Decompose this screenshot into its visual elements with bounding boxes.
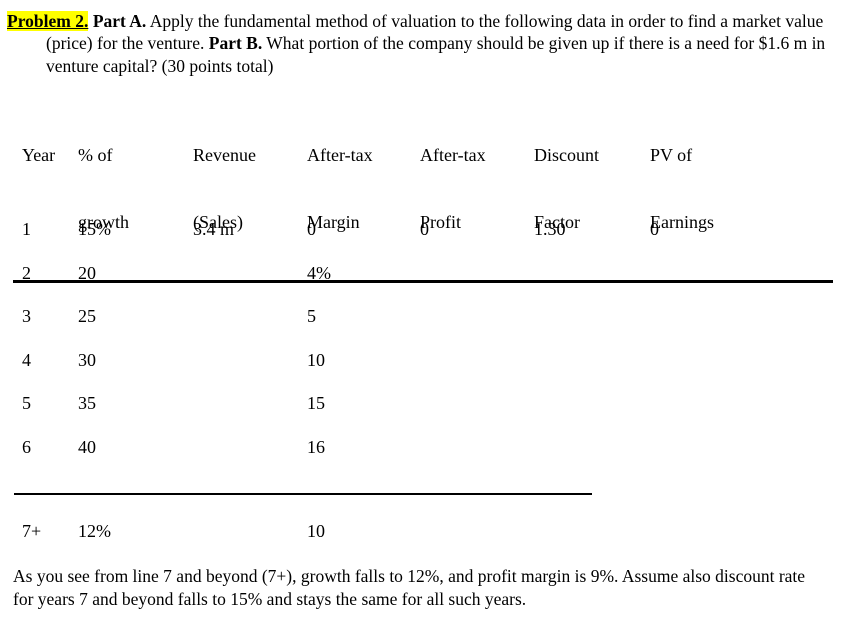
cell-profit bbox=[420, 393, 534, 437]
cell-profit bbox=[420, 263, 534, 307]
col-header-line2: Factor bbox=[534, 212, 580, 233]
cell-year: 7+ bbox=[22, 521, 42, 541]
cell-discount bbox=[534, 393, 650, 437]
col-header-revenue: Revenue (Sales) bbox=[193, 99, 307, 278]
cell-pv bbox=[650, 350, 833, 394]
col-header-line2: (Sales) bbox=[193, 212, 243, 233]
table-row-year-5: 5 35 15 bbox=[13, 393, 833, 437]
cell-profit bbox=[420, 521, 534, 541]
cell-revenue bbox=[193, 306, 307, 350]
cell-margin: 4% bbox=[307, 262, 331, 283]
col-header-line2: growth bbox=[78, 212, 129, 233]
part-a-text: Apply the fundamental method of valuatio… bbox=[46, 11, 824, 54]
col-header-line2: Profit bbox=[420, 212, 462, 233]
cell-margin: 10 bbox=[307, 521, 325, 541]
cell-margin: 10 bbox=[307, 349, 325, 370]
col-header-growth: % of growth bbox=[78, 99, 193, 278]
table-row-year-1: 1 15% 3.4 m 0 0 1.30 0 bbox=[13, 219, 833, 263]
col-header-discount-factor: Discount Factor bbox=[534, 99, 650, 278]
cell-discount bbox=[534, 437, 650, 481]
cell-pv bbox=[650, 521, 833, 541]
col-header-year: Year bbox=[13, 99, 78, 278]
cell-revenue: 3.4 m bbox=[193, 219, 235, 239]
cell-profit: 0 bbox=[420, 219, 429, 239]
cell-year: 3 bbox=[22, 306, 31, 327]
cell-profit bbox=[420, 350, 534, 394]
col-header-after-tax-profit: After-tax Profit bbox=[420, 99, 534, 278]
cell-pv bbox=[650, 437, 833, 481]
col-header-line2: Earnings bbox=[650, 212, 714, 233]
cell-discount bbox=[534, 263, 650, 307]
col-header-pv-earnings: PV of Earnings bbox=[650, 99, 833, 278]
col-header-line1: Revenue bbox=[193, 144, 256, 165]
col-header-after-tax-margin: After-tax Margin bbox=[307, 99, 420, 278]
cell-pv: 0 bbox=[650, 219, 659, 239]
cell-growth: 20 bbox=[78, 262, 96, 283]
cell-margin: 0 bbox=[307, 219, 316, 239]
cell-year: 5 bbox=[22, 393, 31, 414]
cell-discount: 1.30 bbox=[534, 219, 566, 239]
cell-margin: 16 bbox=[307, 436, 325, 457]
cell-growth: 15% bbox=[78, 219, 111, 239]
cell-year: 1 bbox=[22, 219, 31, 239]
table-row-year-2: 2 20 4% bbox=[13, 263, 833, 307]
cell-year: 4 bbox=[22, 349, 31, 370]
cell-growth: 35 bbox=[78, 393, 96, 414]
table-divider-line bbox=[14, 493, 592, 495]
part-b-text: What portion of the company should be gi… bbox=[46, 33, 826, 76]
cell-year: 6 bbox=[22, 436, 31, 457]
table-row-year-3: 3 25 5 bbox=[13, 306, 833, 350]
table-header-row: Year % of growth Revenue (Sales) After-t… bbox=[13, 99, 833, 284]
cell-revenue bbox=[193, 350, 307, 394]
cell-pv bbox=[650, 306, 833, 350]
problem-label: Problem 2. bbox=[7, 11, 89, 31]
cell-year: 2 bbox=[22, 262, 31, 283]
col-header-line1: % of bbox=[78, 144, 113, 165]
col-header-line1: After-tax bbox=[307, 144, 373, 165]
cell-margin: 5 bbox=[307, 306, 316, 327]
table-row-year-7-plus: 7+ 12% 10 bbox=[13, 521, 833, 541]
col-header-line1: Discount bbox=[534, 144, 599, 165]
valuation-table-body: 1 15% 3.4 m 0 0 1.30 0 2 20 4% 3 25 5 bbox=[13, 219, 833, 481]
cell-discount bbox=[534, 521, 650, 541]
part-b-label: Part B. bbox=[208, 33, 263, 54]
cell-revenue bbox=[193, 263, 307, 307]
cell-margin: 15 bbox=[307, 393, 325, 414]
cell-revenue bbox=[193, 521, 307, 541]
cell-growth: 30 bbox=[78, 349, 96, 370]
part-a-label: Part A. bbox=[92, 11, 147, 31]
footnote: As you see from line 7 and beyond (7+), … bbox=[13, 566, 806, 609]
problem-statement: Problem 2. Part A. Apply the fundamental … bbox=[7, 10, 849, 77]
cell-discount bbox=[534, 306, 650, 350]
cell-revenue bbox=[193, 393, 307, 437]
cell-growth: 12% bbox=[78, 521, 111, 541]
cell-growth: 25 bbox=[78, 306, 96, 327]
col-header-line1: Year bbox=[22, 144, 56, 165]
cell-pv bbox=[650, 263, 833, 307]
cell-profit bbox=[420, 437, 534, 481]
cell-revenue bbox=[193, 437, 307, 481]
table-row-year-6: 6 40 16 bbox=[13, 437, 833, 481]
col-header-line2: Margin bbox=[307, 212, 360, 233]
cell-discount bbox=[534, 350, 650, 394]
table-row-year-4: 4 30 10 bbox=[13, 350, 833, 394]
cell-pv bbox=[650, 393, 833, 437]
cell-profit bbox=[420, 306, 534, 350]
cell-growth: 40 bbox=[78, 436, 96, 457]
col-header-line1: After-tax bbox=[420, 144, 486, 165]
col-header-line1: PV of bbox=[650, 144, 693, 165]
